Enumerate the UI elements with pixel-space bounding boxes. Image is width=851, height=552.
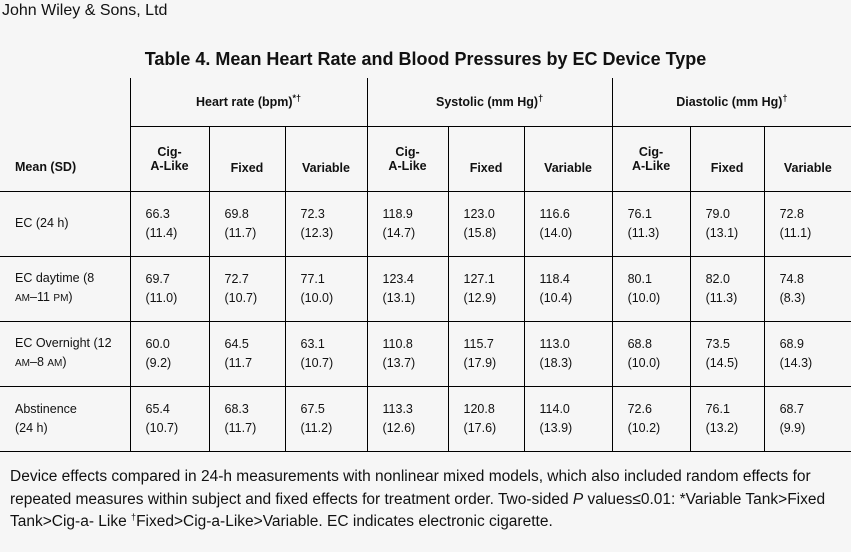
table-cell: 68.9 (14.3) (763, 321, 851, 387)
group-header-heart-rate: Heart rate (bpm)*† (129, 78, 368, 127)
group-label: Diastolic (mm Hg) (676, 94, 783, 109)
row-label: EC Overnight (12 AM–8 AM) (0, 321, 130, 387)
footnote-p-symbol: P (572, 490, 584, 508)
col-fixed: Fixed (447, 126, 525, 192)
table-row: EC daytime (8 AM–11 PM) 69.7 (11.0) 72.7 (1… (0, 256, 851, 322)
col-variable: Variable (763, 126, 851, 192)
table-cell: 68.7 (9.9) (763, 386, 851, 452)
table-cell: 64.5 (11.7 (208, 321, 285, 387)
footnote-text: Device effects compared in 24-h measurem… (10, 468, 811, 508)
group-mark: † (538, 92, 544, 103)
table-cell: 60.0 (9.2) (129, 321, 209, 387)
col-variable: Variable (284, 126, 368, 192)
group-mark: † (782, 92, 788, 103)
col-fixed: Fixed (689, 126, 765, 192)
table-cell: 69.7 (11.0) (129, 256, 209, 322)
table-cell: 115.7 (17.9) (447, 321, 525, 387)
table-cell: 120.8 (17.6) (447, 386, 525, 452)
table-cell: 79.0 (13.1) (689, 191, 765, 257)
table-cell: 118.9 (14.7) (366, 191, 449, 257)
col-fixed: Fixed (208, 126, 285, 192)
group-header-systolic: Systolic (mm Hg)† (366, 78, 613, 127)
col-label-line1: Cig- (157, 144, 182, 159)
table-row: EC Overnight (12 AM–8 AM) 60.0 (9.2) 64.5(… (0, 321, 851, 387)
footnote-text: values≤0.01: *Variable Tank>Fixed Tank>C… (10, 490, 826, 531)
table-cell: 72.6 (10.2) (611, 386, 691, 452)
table-cell: 72.3 (12.3) (284, 191, 368, 257)
col-variable: Variable (523, 126, 613, 192)
table-cell: 63.1 (10.7) (284, 321, 368, 387)
corner-cell (0, 78, 130, 126)
footnote-text: Fixed>Cig-a-Like>Variable. EC indicates … (136, 513, 553, 530)
table-cell: 116.6 (14.0) (523, 191, 613, 257)
col-label-line2: A-Like (388, 158, 427, 173)
table-cell: 68.3 (11.7) (208, 386, 285, 452)
table-cell: 67.5 (11.2) (284, 386, 368, 452)
table-cell: 76.1 (13.2) (689, 386, 765, 452)
table-cell: 110.8 (13.7) (366, 321, 449, 387)
group-label: Systolic (mm Hg) (435, 94, 539, 109)
row-label: Abstinence (24 h) (0, 386, 130, 452)
col-cig-a-like: Cig- A-Like (366, 126, 449, 192)
group-header-diastolic: Diastolic (mm Hg)† (611, 78, 851, 127)
table-cell: 66.3 (11.4) (129, 191, 209, 257)
col-label-line1: Cig- (638, 144, 664, 159)
table-cell: 74.8 (8.3) (763, 256, 851, 322)
row-header-label: Mean (SD) (0, 126, 130, 192)
group-label: Heart rate (bpm) (195, 94, 293, 109)
table-cell: 113.0 (18.3) (523, 321, 613, 387)
table-cell: 118.4 (10.4) (523, 256, 613, 322)
col-cig-a-like: Cig- A-Like (129, 126, 209, 192)
table-cell: 80.1 (10.0) (611, 256, 691, 322)
group-header-row: Heart rate (bpm)*† Systolic (mm Hg)† Dia… (0, 78, 851, 127)
sub-header-row: Mean (SD) Cig- A-Like Fixed Variable Cig-… (0, 126, 851, 192)
footnote-dagger: † (131, 511, 137, 522)
col-label-line2: A-Like (150, 158, 189, 173)
row-label: EC daytime (8 AM–11 PM) (0, 256, 130, 322)
col-label-line1: Cig- (395, 144, 420, 159)
table-cell: 127.1 (12.9) (447, 256, 525, 322)
table-cell: 69.8 (11.7) (208, 191, 285, 257)
table-cell: 123.4 (13.1) (366, 256, 449, 322)
table-row: EC (24 h) 66.3 (11.4) 69.8 (11.7) 72.3 (12.… (0, 191, 851, 257)
table-cell: 65.4 (10.7) (129, 386, 209, 452)
table-cell: 68.8 (10.0) (611, 321, 691, 387)
table-cell: 73.5 (14.5) (689, 321, 765, 387)
table-footnote: Device effects compared in 24-h measurem… (10, 466, 848, 534)
data-table: Heart rate (bpm)*† Systolic (mm Hg)† Dia… (0, 78, 851, 452)
table-cell: 72.7 (10.7) (208, 256, 285, 322)
col-cig-a-like: Cig- A-Like (611, 126, 691, 192)
publisher-credit: John Wiley & Sons, Ltd (2, 2, 168, 19)
group-mark: *† (292, 92, 302, 103)
table-cell: 77.1 (10.0) (284, 256, 368, 322)
table-cell: 72.8 (11.1) (763, 191, 851, 257)
table-cell: 113.3 (12.6) (366, 386, 449, 452)
table-cell: 114.0 (13.9) (523, 386, 613, 452)
row-label: EC (24 h) (0, 191, 130, 257)
table-cell: 76.1 (11.3) (611, 191, 691, 257)
table-title: Table 4. Mean Heart Rate and Blood Press… (144, 49, 707, 69)
table-row: Abstinence (24 h) 65.4 (10.7) 68.3 (11.7) 6… (0, 386, 851, 452)
table-cell: 123.0 (15.8) (447, 191, 525, 257)
table-cell: 82.0 (11.3) (689, 256, 765, 322)
col-label-line2: A-Like (631, 158, 671, 173)
